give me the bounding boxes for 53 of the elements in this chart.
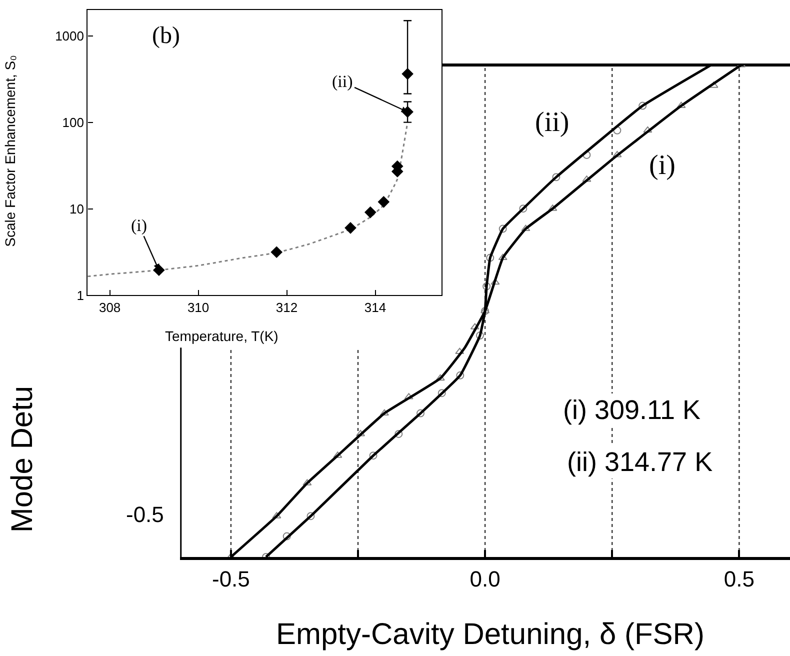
point: [638, 102, 647, 110]
text: -0.5: [126, 502, 164, 527]
point: [643, 126, 652, 133]
annotation: (ii) 314.77 K: [567, 447, 713, 477]
y-tick-label: 10: [70, 201, 84, 216]
point: [490, 278, 500, 285]
point: [612, 150, 622, 158]
y-tick-label: 1: [76, 288, 84, 303]
annotation: (ii): [535, 107, 570, 138]
x-tick-label: 312: [276, 300, 298, 315]
point: [402, 68, 414, 80]
x-axis-title: Temperature, T(K): [165, 328, 278, 344]
point: [416, 409, 425, 418]
point: [378, 196, 390, 208]
point: [153, 264, 165, 276]
point: [380, 409, 389, 416]
point: [436, 374, 445, 381]
point: [344, 222, 356, 234]
annotation: (i): [131, 216, 148, 235]
point: [282, 532, 291, 540]
x-tick-label: 308: [98, 300, 121, 315]
point: [306, 512, 315, 520]
x-tick-label: -0.5: [212, 566, 250, 592]
point: [486, 254, 494, 262]
y-axis-title: Mode Detu: [6, 386, 40, 533]
y-axis-title: Scale Factor Enhancement, S₀: [2, 54, 18, 247]
point: [476, 332, 484, 340]
point: [369, 452, 378, 460]
annotation: (i) 309.11 K: [563, 395, 701, 425]
point: [498, 254, 508, 260]
point: [498, 224, 507, 233]
point: [356, 430, 366, 436]
point: [456, 371, 464, 380]
point: [455, 348, 464, 354]
x-tick-label: 310: [187, 300, 210, 315]
point: [676, 102, 686, 108]
point: [521, 224, 530, 232]
point: [394, 430, 403, 438]
point: [438, 389, 446, 398]
x-tick-label: 0.5: [724, 566, 754, 592]
annotation: (i): [649, 150, 676, 181]
point: [552, 173, 560, 182]
point: [482, 282, 491, 290]
y-tick-label: 1000: [55, 28, 84, 44]
x-axis-title: Empty-Cavity Detuning, δ (FSR): [276, 618, 704, 651]
point: [270, 246, 282, 258]
point: [364, 206, 376, 218]
annotation: (ii): [332, 72, 353, 91]
annotation: (b): [152, 23, 180, 49]
x-tick-label: 0.0: [470, 566, 500, 592]
y-tick-label: 100: [62, 114, 84, 130]
x-tick-label: 314: [364, 300, 386, 315]
point: [519, 204, 528, 213]
